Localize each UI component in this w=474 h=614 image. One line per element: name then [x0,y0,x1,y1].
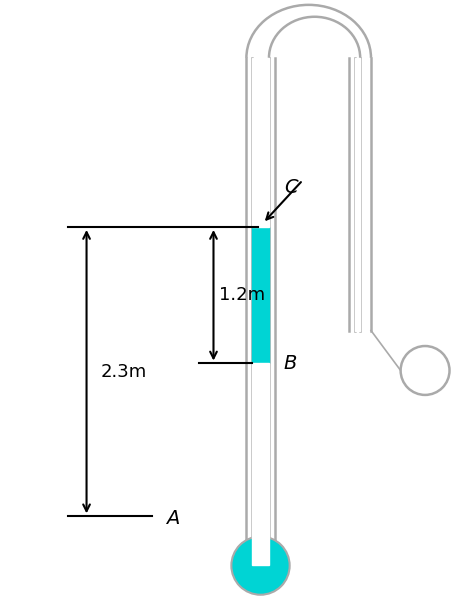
Bar [355,58,360,330]
Text: 1.2m: 1.2m [219,286,265,305]
Circle shape [401,346,449,395]
Text: C: C [284,177,298,196]
Text: B: B [283,354,296,373]
Circle shape [231,537,290,595]
Bar [252,563,269,565]
Bar [252,58,269,227]
Text: A: A [166,509,180,528]
Bar [252,363,269,565]
Bar [252,227,269,363]
Text: 2.3m: 2.3m [100,363,147,381]
